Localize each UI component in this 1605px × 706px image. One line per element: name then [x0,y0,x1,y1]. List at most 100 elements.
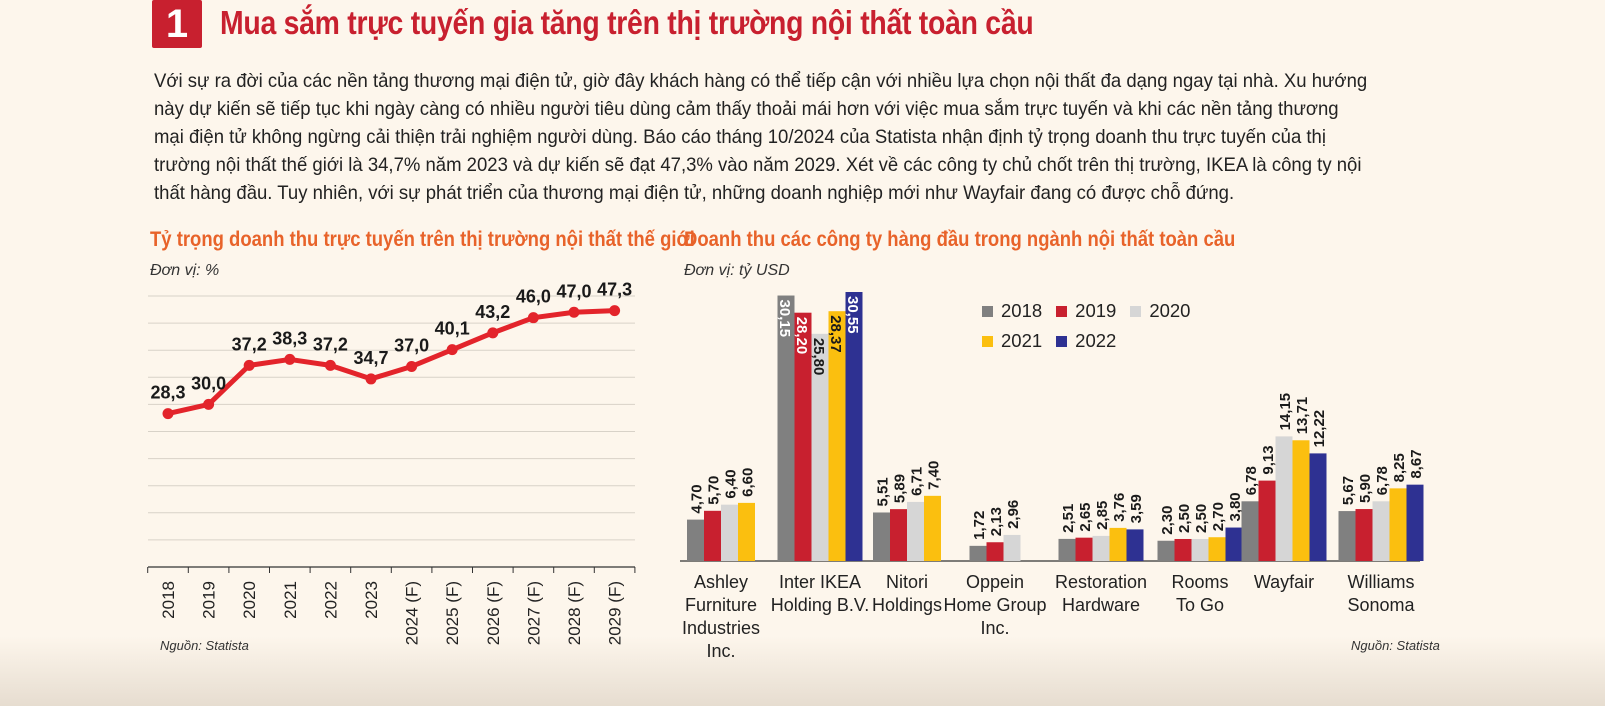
x-tick-label: 2023 [362,581,381,619]
bar [811,333,829,561]
bar [1241,501,1259,561]
line-chart-unit: Đơn vị: % [150,262,220,279]
data-point [527,312,539,324]
bar [1003,534,1021,561]
data-point [568,306,580,318]
bar-value-label: 3,80 [1227,492,1244,521]
category-label: Restoration [1055,572,1147,592]
bar [1389,488,1407,561]
data-point [609,305,621,317]
bar [986,542,1004,561]
bar [721,504,738,561]
legend-label: 2019 [1075,300,1117,321]
bar-value-label: 3,59 [1128,494,1145,523]
bar-value-label: 3,76 [1111,493,1128,522]
data-point [324,359,336,371]
bar-value-label: 2,50 [1193,504,1210,533]
section-number-badge: 1 [152,0,202,48]
x-tick-label: 2025 (F) [443,581,462,645]
data-label: 43,2 [475,302,510,322]
data-label: 37,2 [232,334,267,354]
bar [1275,436,1293,561]
x-tick-label: 2024 (F) [403,581,422,645]
bar [924,495,941,561]
data-label: 47,0 [556,281,591,301]
x-tick-label: 2026 (F) [484,581,503,645]
bar [794,312,812,561]
bar [1258,480,1276,561]
bar-value-label: 2,51 [1060,504,1077,533]
bar [873,512,890,561]
legend-item: 2022 [1056,330,1116,352]
x-tick-label: 2021 [281,581,300,619]
bar [1092,535,1110,561]
category-label: Inc. [706,641,735,661]
bar-value-label: 30,55 [844,296,861,334]
bar-value-label: 6,60 [740,468,757,497]
x-tick-label: 2027 (F) [524,581,543,645]
bar [1309,453,1327,561]
legend-swatch [1056,335,1068,347]
bar [907,501,924,561]
legend-swatch [1130,305,1142,317]
bar-chart-title: Doanh thu các công ty hàng đầu trong ngà… [684,228,1236,251]
legend-label: 2018 [1001,300,1043,321]
x-tick-label: 2022 [321,581,340,619]
category-label: Hardware [1062,595,1140,615]
legend-item: 2020 [1130,300,1190,322]
bar-value-label: 2,50 [1176,504,1193,533]
category-label: Nitori [886,572,928,592]
bar [1191,538,1209,561]
data-label: 40,1 [435,319,470,339]
legend-swatch [982,335,993,347]
bar-value-label: 2,85 [1094,501,1111,530]
data-label: 28,3 [150,383,185,403]
legend-label: 2021 [1001,330,1043,351]
category-label: Holding B.V. [771,595,869,615]
bar [890,509,907,561]
bar [828,311,846,561]
bar [1372,501,1390,561]
bar-value-label: 13,71 [1294,397,1311,435]
bar-value-label: 2,30 [1159,506,1176,535]
gridlines [148,295,635,568]
bar-value-label: 12,22 [1311,410,1328,448]
bar [1126,529,1144,561]
data-point [284,353,296,365]
category-label: Wayfair [1254,572,1314,592]
bar-value-label: 30,15 [776,300,793,338]
bar-value-label: 25,80 [810,338,827,376]
line-chart: 28,3 2018 30,0 2019 37,2 2020 38,3 2021 37,2 2022… [147,280,636,645]
data-label: 30,0 [191,373,226,393]
x-tick-label: 2020 [240,581,259,619]
bar-value-label: 2,13 [988,507,1005,536]
x-tick-label: 2029 (F) [606,581,625,645]
legend-item: 2021 [982,330,1042,352]
bar-value-label: 4,70 [689,484,706,513]
bar-value-label: 6,78 [1243,466,1260,495]
bar [1208,537,1226,561]
bar-value-label: 2,70 [1210,502,1227,531]
legend-swatch [1056,305,1068,317]
legend-swatch [982,305,993,317]
bar-chart-legend: 2018 2019 2020 2021 2022 [982,300,1212,352]
category-label: Sonoma [1347,595,1415,615]
category-label: Industries [682,618,760,638]
category-label: Inc. [980,618,1009,638]
legend-label: 2020 [1149,300,1191,321]
bottom-shadow [0,636,1605,706]
bar [777,295,795,561]
bar-value-label: 8,25 [1391,453,1408,482]
bar-chart-unit: Đơn vị: tỷ USD [684,262,790,279]
data-label: 37,0 [394,335,429,355]
category-label: Furniture [685,595,757,615]
bar [1292,440,1310,561]
legend-item: 2019 [1056,300,1116,322]
bar [1058,538,1076,561]
bar-value-label: 5,51 [875,477,892,506]
bar [1075,537,1093,561]
bar-value-label: 6,71 [909,467,926,496]
bar-value-label: 7,40 [926,461,943,490]
bar [969,545,987,561]
bar [738,502,755,561]
